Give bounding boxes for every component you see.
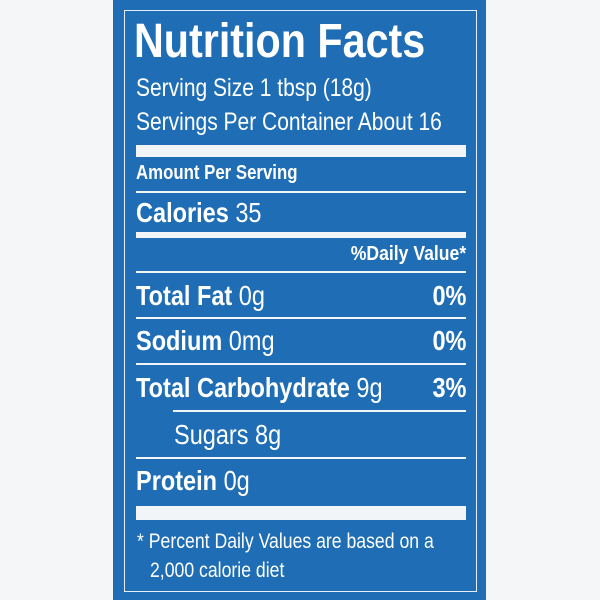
nutrient-dv: 0% <box>432 280 466 311</box>
nutrient-amount: 0g <box>238 280 265 311</box>
divider <box>136 457 466 459</box>
nutrient-sodium: Sodium 0mg <box>136 327 275 355</box>
calories-label: Calories <box>136 197 229 228</box>
thick-divider <box>136 145 466 157</box>
nutrient-sugars: Sugars 8g <box>174 421 281 449</box>
nutrient-name: Total Fat <box>136 280 233 311</box>
label-border <box>124 10 477 592</box>
nutrient-amount: 8g <box>255 419 282 450</box>
nutrient-total-carbohydrate: Total Carbohydrate 9g <box>136 374 383 402</box>
nutrition-label-panel <box>113 0 486 600</box>
divider <box>173 410 466 412</box>
nutrient-protein: Protein 0g <box>136 467 250 495</box>
servings-per-container: Servings Per Container About 16 <box>136 108 442 136</box>
calories-value: 35 <box>235 197 262 228</box>
thick-divider <box>136 506 466 520</box>
nutrient-amount: 9g <box>356 372 383 403</box>
nutrient-name: Sugars <box>174 419 249 450</box>
nutrient-dv: 0% <box>432 325 466 356</box>
nutrient-name: Protein <box>136 465 218 496</box>
serving-size: Serving Size 1 tbsp (18g) <box>136 74 372 102</box>
nutrient-amount: 0g <box>223 465 250 496</box>
divider <box>136 363 466 365</box>
divider <box>136 271 466 273</box>
nutrient-total-fat: Total Fat 0g <box>136 282 265 310</box>
label-title: Nutrition Facts <box>134 15 426 68</box>
nutrient-amount: 0mg <box>228 325 275 356</box>
nutrient-name: Total Carbohydrate <box>136 372 350 403</box>
medium-divider <box>136 232 466 238</box>
divider <box>136 191 466 193</box>
calories-row: Calories 35 <box>136 199 262 227</box>
daily-value-header: %Daily Value* <box>350 243 466 265</box>
footnote-line2: 2,000 calorie diet <box>150 559 285 582</box>
footnote-line1: * Percent Daily Values are based on a <box>137 530 434 553</box>
nutrient-dv: 3% <box>432 372 466 403</box>
nutrient-name: Sodium <box>136 325 223 356</box>
amount-per-serving: Amount Per Serving <box>136 162 298 184</box>
divider <box>136 317 466 319</box>
